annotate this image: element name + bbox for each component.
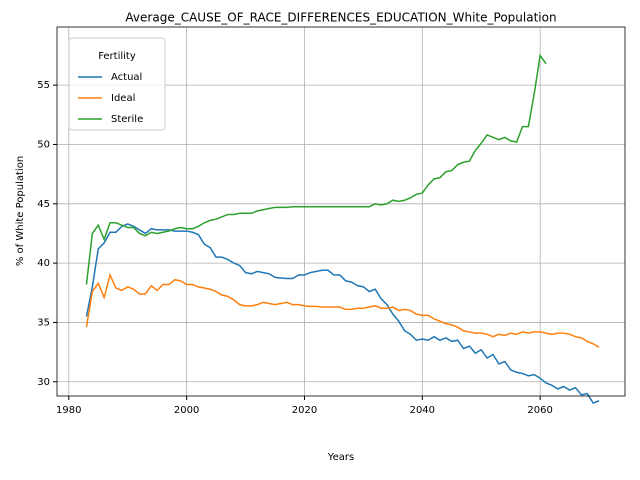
x-tick-label: 2000: [174, 405, 199, 416]
x-tick-label: 1980: [56, 405, 81, 416]
y-tick-label: 45: [37, 199, 50, 210]
legend-label: Actual: [111, 72, 142, 83]
x-tick-label: 2060: [527, 405, 552, 416]
legend-label: Ideal: [111, 93, 135, 104]
y-tick-label: 50: [37, 139, 50, 150]
legend-box: [68, 37, 166, 131]
x-tick-label: 2020: [292, 405, 317, 416]
y-tick-label: 40: [37, 258, 50, 269]
series-line: [85, 53, 547, 285]
x-axis-label: Years: [327, 452, 354, 463]
y-tick-label: 30: [37, 377, 50, 388]
series-line: [85, 223, 600, 405]
y-axis-label: % of White Population: [15, 156, 26, 266]
y-tick-label: 55: [37, 80, 50, 91]
legend-label: Sterile: [111, 114, 143, 125]
legend: Fertility Actual Ideal Sterile: [68, 37, 166, 131]
x-tick-label: 2040: [410, 405, 435, 416]
plot-frame: [56, 26, 626, 397]
y-tick-label: 35: [37, 317, 50, 328]
chart-title: Average_CAUSE_OF_RACE_DIFFERENCES_EDUCAT…: [125, 11, 556, 25]
series-line: [85, 272, 600, 348]
legend-title: Fertility: [98, 51, 136, 62]
